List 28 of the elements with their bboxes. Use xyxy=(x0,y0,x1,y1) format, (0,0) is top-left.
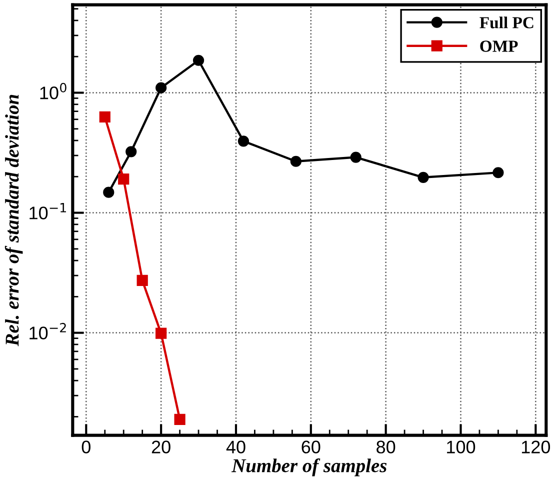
point xyxy=(350,152,362,163)
x-tick-label: 0 xyxy=(82,440,90,454)
point xyxy=(156,328,167,339)
point xyxy=(103,186,114,198)
point xyxy=(492,167,504,178)
point xyxy=(192,54,204,66)
x-tick-label: 60 xyxy=(302,440,320,454)
point xyxy=(136,274,148,286)
point xyxy=(156,82,167,94)
point xyxy=(174,414,186,425)
point xyxy=(126,146,137,158)
y-axis-title: Rel. error of standard deviation xyxy=(4,94,23,346)
point xyxy=(99,111,110,122)
x-tick-label: 100 xyxy=(447,440,476,454)
legend-label: Full PC xyxy=(480,16,534,28)
x-axis-title: Number of samples xyxy=(231,458,387,476)
point xyxy=(118,173,130,185)
point xyxy=(290,156,302,167)
point xyxy=(418,172,429,183)
legend-label: OMP xyxy=(480,40,518,52)
x-tick-label: 20 xyxy=(152,440,170,454)
y-tick-label: 10$^{−2}$ xyxy=(30,322,66,340)
y-tick-label: 10$^{0}$ xyxy=(40,82,66,100)
point xyxy=(238,136,250,147)
x-tick-label: 40 xyxy=(226,440,246,454)
y-tick-label: 10$^{−1}$ xyxy=(30,203,66,220)
x-tick-label: 120 xyxy=(522,440,550,454)
x-tick-label: 80 xyxy=(376,440,396,454)
